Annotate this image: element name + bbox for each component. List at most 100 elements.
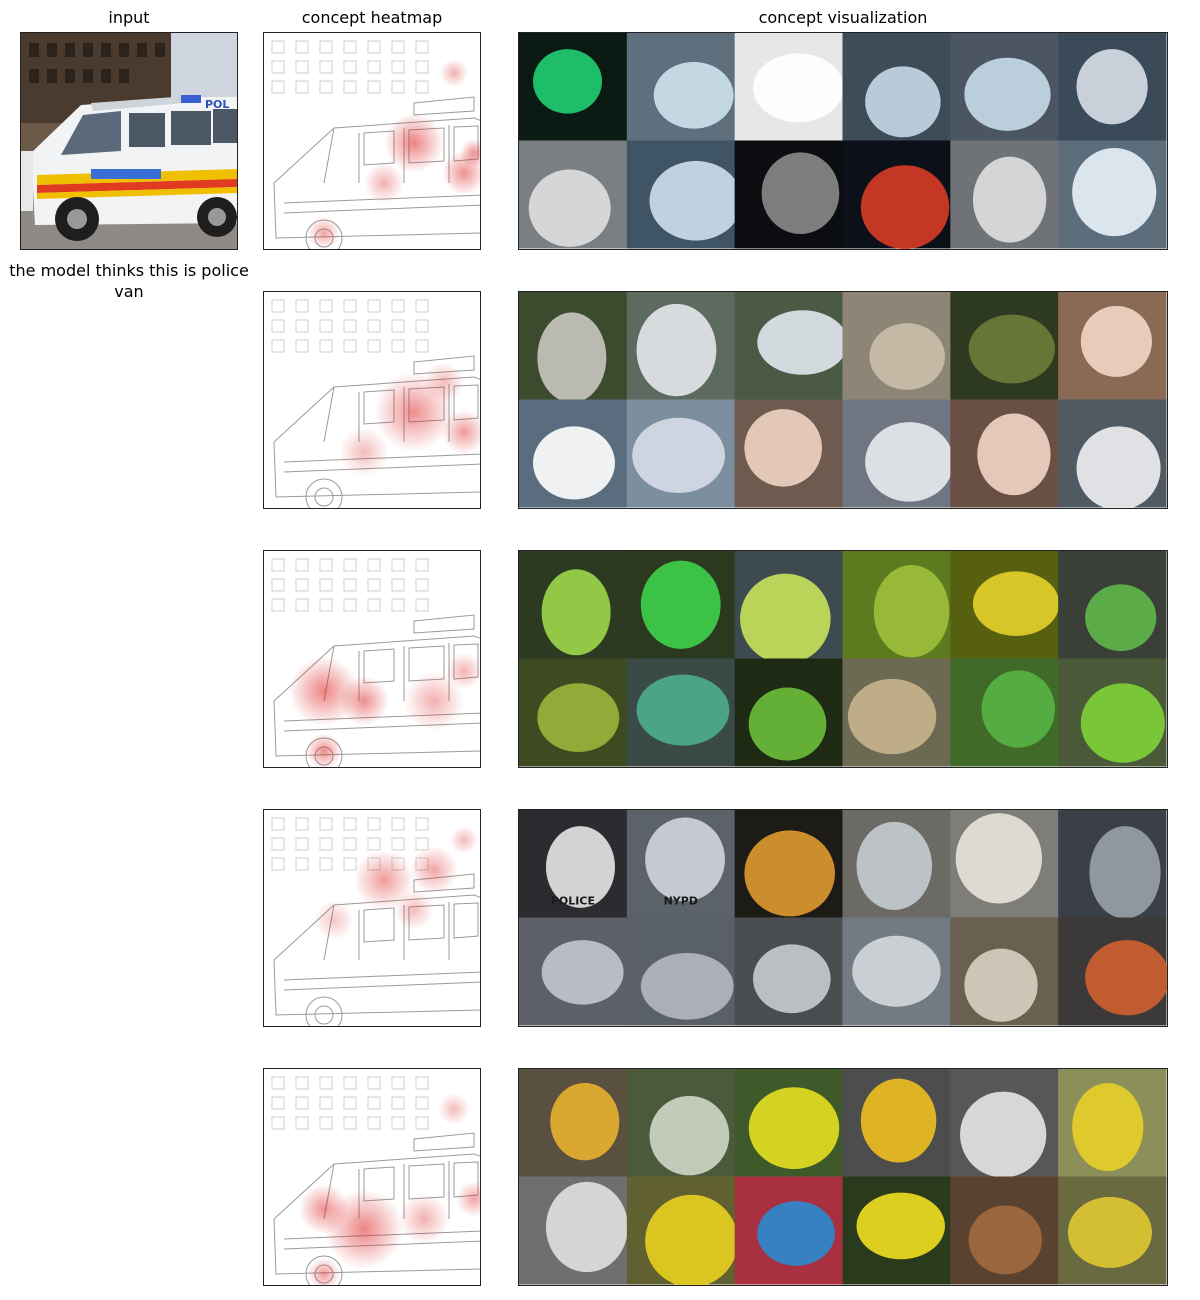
concept-tile: stork in grass <box>950 292 1059 400</box>
heatmap-image <box>271 558 480 767</box>
heat-spot <box>394 890 434 930</box>
concept-tile: bullet trains <box>626 292 736 400</box>
van-police-lettering: POL <box>205 98 229 111</box>
heat-spot <box>306 733 342 767</box>
heatmap-image <box>271 40 480 249</box>
heat-spot <box>339 676 389 726</box>
input-image: POL <box>20 32 238 250</box>
concept-tile: orange tow truck <box>842 810 951 918</box>
concept-tile: traffic light in trees <box>626 1069 736 1177</box>
concept-tile: taxi car <box>626 917 736 1026</box>
concept-tile: truck with lights at dusk <box>519 917 628 1026</box>
concept-tile: yellow-green snake coiled <box>950 551 1060 659</box>
heat-spot <box>438 1093 470 1125</box>
concept-tile: green snake on branch <box>734 658 843 767</box>
concept-tile: colored pencils <box>519 1069 628 1177</box>
heat-spot <box>364 163 404 203</box>
concept-tile: yellow tow truck <box>950 810 1059 918</box>
concept-tile: truck lights at night <box>734 810 843 918</box>
concept-tile: smiling face with neck brace <box>1058 292 1167 400</box>
concept-tile: yellow tram <box>842 1069 951 1177</box>
concept-tile: traffic light on pole <box>842 33 951 141</box>
heat-spot <box>440 59 468 87</box>
concept-tile: traffic lights on wire <box>626 140 743 249</box>
concept-tile: snake on ground <box>842 658 951 767</box>
concept-tile: yellow flower field <box>626 1176 738 1285</box>
heat-spot <box>410 846 458 894</box>
concept-tile: green scaly skin <box>950 658 1059 767</box>
concept-tile: pole on street <box>950 1069 1059 1178</box>
concept-tile: red joystick arcade button <box>734 33 844 141</box>
concept-tile: dark scene with red light <box>842 140 951 249</box>
police-van-illustration: POL <box>21 33 237 249</box>
concept-tile: green snake curve <box>1058 658 1167 767</box>
concept-tile: orange truck front <box>1058 917 1167 1026</box>
heatmap-image <box>271 299 480 508</box>
tile-overlay-text: NYPD <box>664 895 698 908</box>
concept-tile: police car <box>519 810 628 918</box>
concept-heatmap-3 <box>263 550 481 768</box>
concept-tile: bullet train side <box>519 399 628 508</box>
prediction-caption: the model thinks this is police van <box>9 261 249 301</box>
concept-tile: smiling face with neck brace <box>734 399 843 508</box>
concept-visualization-3: green snake on branchgreen snake headten… <box>518 550 1168 768</box>
heat-spot <box>460 139 480 167</box>
heat-spot <box>424 362 464 402</box>
concept-tile: small airplane <box>734 292 848 400</box>
concept-tile: green traffic light on grey <box>519 140 628 249</box>
concept-tile: colored pencils <box>734 1176 843 1285</box>
heat-spot <box>308 217 340 249</box>
concept-tile: tennis ball behind fence <box>734 551 843 664</box>
concept-tile: neck brace <box>950 399 1059 508</box>
heat-spot <box>308 1258 340 1285</box>
concept-tile: tow truck <box>950 917 1059 1026</box>
concept-heatmap-2 <box>263 291 481 509</box>
tile-overlay-text: POLICE <box>551 895 595 908</box>
concept-tile: green snake on branch <box>519 551 628 659</box>
concept-tile: traffic light with street sign <box>950 33 1059 141</box>
heat-spot <box>384 113 444 173</box>
concept-tile: parking lot cars <box>842 917 951 1026</box>
heat-spot <box>339 427 389 477</box>
concept-tile: dark joystick <box>734 140 843 249</box>
heat-spot <box>299 1184 349 1234</box>
concept-tile: snake head close-up <box>626 658 736 767</box>
concept-tile: beaver face <box>950 1176 1059 1285</box>
concept-heatmap-5 <box>263 1068 481 1286</box>
concept-tile: amber traffic light close-up <box>1058 140 1167 249</box>
concept-tile: silver car rear <box>734 917 843 1026</box>
concept-tile: tram with windows <box>626 399 736 508</box>
heat-spot <box>314 900 354 940</box>
concept-tile: traffic light red at dusk <box>626 33 736 141</box>
concept-tile: green snake head <box>626 551 736 659</box>
heat-spot <box>450 826 478 854</box>
concept-tile: white delivery van <box>1058 399 1167 508</box>
concept-tile: green snake on rock <box>1058 551 1167 659</box>
concept-tile: snowy forest road <box>1058 810 1167 919</box>
concept-tile: graffiti on wall <box>842 292 951 400</box>
visualization-column-title: concept visualization <box>758 8 928 27</box>
concept-heatmap-1 <box>263 32 481 250</box>
heatmap-image <box>271 1076 480 1285</box>
heat-spot <box>446 653 480 689</box>
concept-tile: device with red indicator lights <box>1058 33 1167 141</box>
concept-tile: NYPD car <box>626 810 736 918</box>
concept-tile: yellow rapeseed field <box>1058 1069 1167 1177</box>
heat-spot <box>399 1194 449 1244</box>
concept-tile: rapeseed field and sky <box>734 1069 843 1177</box>
heat-spot <box>456 1181 480 1217</box>
concept-tile: green bananas <box>842 551 951 659</box>
heat-spot <box>404 671 464 731</box>
concept-tile: yellow field with trees <box>1058 1176 1167 1285</box>
concept-tile: yellow field at angle <box>842 1176 951 1285</box>
concept-tile: green light on black <box>519 33 628 141</box>
concept-visualization-5: colored pencilstraffic light in treesrap… <box>518 1068 1168 1286</box>
heat-spot <box>442 410 480 454</box>
concept-heatmap-4 <box>263 809 481 1027</box>
concept-tile: green traffic light <box>519 1176 628 1285</box>
concept-tile: green snake coiled <box>519 658 628 767</box>
heat-spot <box>354 850 414 910</box>
concept-visualization-1: green light on blacktraffic light red at… <box>518 32 1168 250</box>
concept-tile: white van front <box>842 399 954 508</box>
concept-tile: pelicans by water <box>519 292 628 403</box>
